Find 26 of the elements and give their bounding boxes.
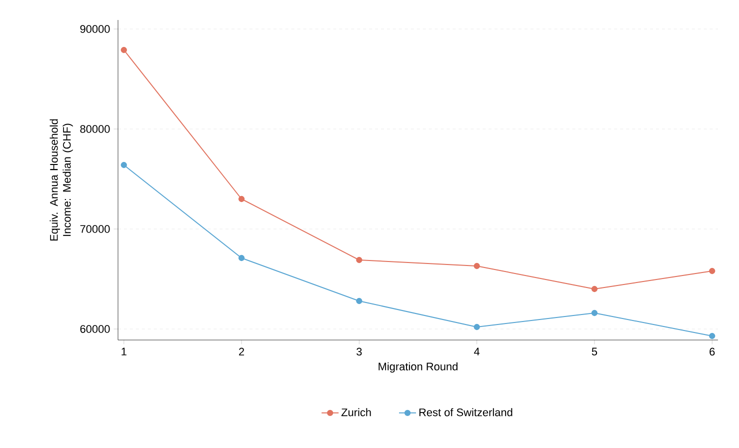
point — [238, 196, 245, 202]
x-tick-label: 2 — [239, 348, 244, 356]
point — [356, 256, 362, 264]
point — [120, 46, 127, 54]
x-tick-label: 5 — [592, 348, 598, 356]
y-tick-label: 80000 — [80, 125, 110, 133]
x-tick-label: 1 — [122, 348, 126, 356]
y-tick-label: 60000 — [80, 325, 110, 333]
x-tick-label: 4 — [474, 348, 480, 356]
point — [474, 324, 480, 330]
point — [591, 310, 598, 316]
y-tick-label: 90000 — [80, 25, 110, 33]
x-axis-title: Migration Round — [378, 362, 458, 373]
point — [709, 332, 716, 340]
point — [474, 262, 480, 270]
point — [120, 162, 127, 168]
point — [591, 286, 598, 292]
x-tick-label: 6 — [710, 348, 715, 356]
point — [356, 298, 362, 304]
legend-label: Rest of Switzerland — [419, 408, 512, 416]
legend-label: Zurich — [341, 408, 371, 416]
point — [238, 254, 245, 262]
point — [709, 268, 716, 274]
x-tick-label: 3 — [356, 348, 362, 356]
y-tick-label: 70000 — [80, 225, 110, 233]
y-axis-title: Equiv. Annua Household Income: Median (CHF) — [50, 119, 73, 241]
